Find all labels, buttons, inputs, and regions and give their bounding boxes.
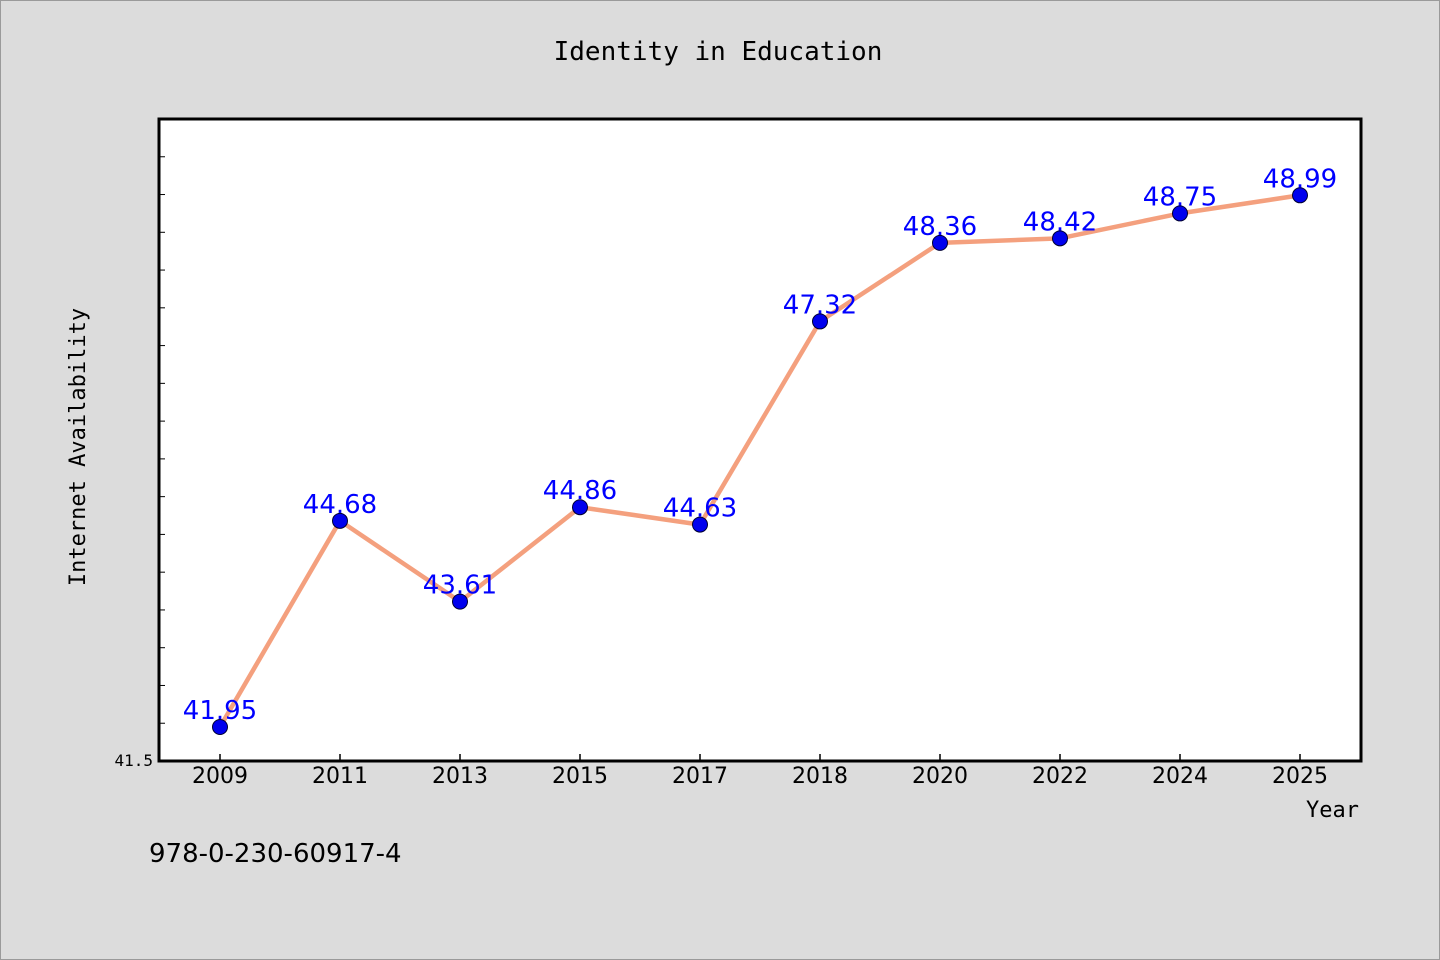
data-point	[212, 719, 228, 736]
data-label: 47.32	[783, 290, 857, 320]
data-point	[332, 512, 348, 529]
x-tick-label: 2025	[1272, 764, 1328, 789]
data-label: 44.68	[303, 490, 377, 520]
x-tick-label: 2022	[1032, 764, 1088, 789]
data-label: 48.99	[1263, 164, 1337, 194]
y-tick-label: 41.5	[114, 751, 153, 770]
series-line	[217, 193, 1303, 730]
x-axis-label: Year	[1306, 798, 1359, 823]
data-label: 48.75	[1143, 182, 1217, 212]
data-label: 44.86	[543, 476, 617, 506]
y-axis-ticks	[159, 156, 165, 724]
plot-area	[157, 117, 1363, 763]
y-axis-label: Internet Availability	[66, 308, 91, 586]
x-tick-label: 2024	[1152, 764, 1208, 789]
data-point	[572, 499, 588, 516]
data-label: 41.95	[183, 696, 257, 726]
x-tick-label: 2009	[192, 764, 248, 789]
series-layer: 41.95 44.68 43.61 44.86 44.63 47.32 48.36 48.42…	[183, 164, 1337, 736]
x-tick-label: 2013	[432, 764, 488, 789]
x-tick-label: 2017	[672, 764, 728, 789]
x-tick-label: 2011	[312, 764, 368, 789]
data-point	[692, 516, 708, 533]
chart-title: Identity in Education	[554, 37, 883, 67]
data-point	[1292, 187, 1308, 204]
x-axis-ticks: 2009 2011 2013 2015 2017 2018 2020 2022 2024 2025	[192, 754, 1328, 789]
x-tick-label: 2015	[552, 764, 608, 789]
data-label: 48.42	[1023, 207, 1097, 237]
isbn-text: 978-0-230-60917-4	[149, 839, 402, 869]
data-point	[452, 593, 468, 610]
data-point	[932, 234, 948, 251]
x-tick-label: 2020	[912, 764, 968, 789]
x-tick-label: 2018	[792, 764, 848, 789]
data-point	[812, 313, 828, 330]
data-point	[1052, 230, 1068, 247]
data-label: 43.61	[423, 571, 497, 601]
data-label: 48.36	[903, 212, 977, 242]
data-point	[1172, 205, 1188, 222]
data-label: 44.63	[663, 494, 737, 524]
